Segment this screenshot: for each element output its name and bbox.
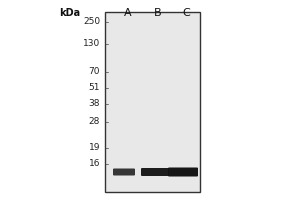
Text: 19: 19 bbox=[88, 144, 100, 152]
FancyBboxPatch shape bbox=[168, 168, 198, 176]
FancyBboxPatch shape bbox=[141, 168, 169, 176]
Text: 70: 70 bbox=[88, 68, 100, 76]
Bar bbox=[105, 12, 200, 192]
Text: 38: 38 bbox=[88, 99, 100, 108]
Text: 28: 28 bbox=[88, 117, 100, 127]
Text: kDa: kDa bbox=[59, 8, 80, 18]
FancyBboxPatch shape bbox=[113, 168, 135, 176]
Text: C: C bbox=[182, 8, 190, 18]
Text: 250: 250 bbox=[83, 18, 100, 26]
Text: A: A bbox=[124, 8, 132, 18]
Text: 16: 16 bbox=[88, 160, 100, 168]
Text: 130: 130 bbox=[83, 40, 100, 48]
Text: 51: 51 bbox=[88, 84, 100, 92]
Text: B: B bbox=[154, 8, 162, 18]
